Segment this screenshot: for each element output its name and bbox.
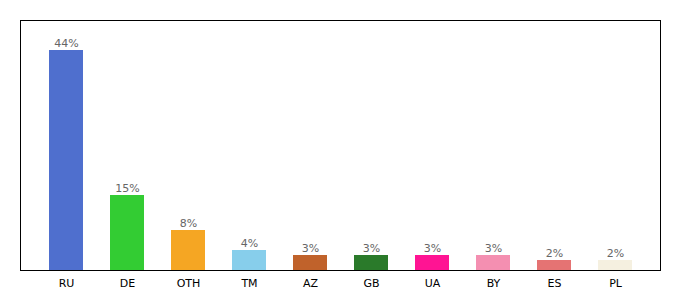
svg-text:PL: PL <box>609 277 623 290</box>
svg-text:15%: 15% <box>115 182 139 195</box>
svg-text:ES: ES <box>548 277 562 290</box>
svg-text:4%: 4% <box>241 237 258 250</box>
svg-text:OTH: OTH <box>177 277 201 290</box>
svg-text:BY: BY <box>487 277 501 290</box>
svg-text:3%: 3% <box>302 242 319 255</box>
svg-text:AZ: AZ <box>303 277 319 290</box>
svg-text:3%: 3% <box>485 242 502 255</box>
svg-text:TM: TM <box>240 277 257 290</box>
svg-text:UA: UA <box>425 277 441 290</box>
svg-text:44%: 44% <box>54 37 78 50</box>
svg-text:3%: 3% <box>363 242 380 255</box>
svg-text:DE: DE <box>120 277 135 290</box>
svg-text:RU: RU <box>59 277 75 290</box>
svg-text:3%: 3% <box>424 242 441 255</box>
svg-text:2%: 2% <box>546 247 563 260</box>
svg-text:GB: GB <box>363 277 379 290</box>
svg-text:2%: 2% <box>607 247 624 260</box>
svg-text:8%: 8% <box>180 217 197 230</box>
